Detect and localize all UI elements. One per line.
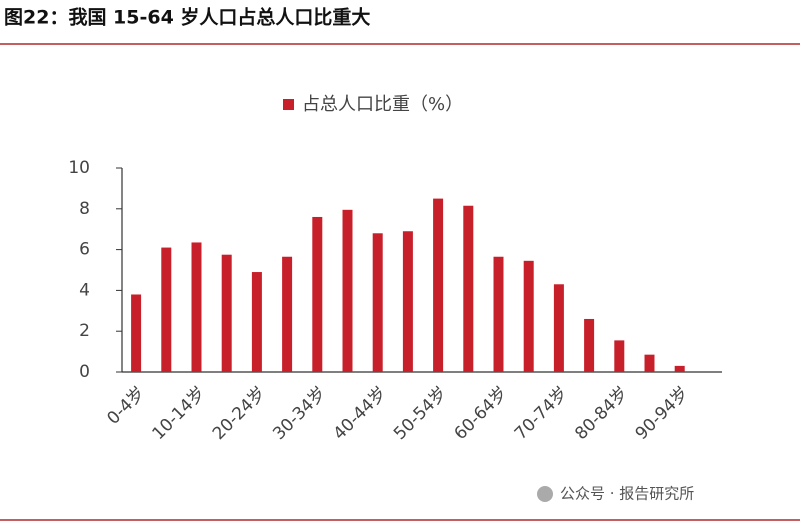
watermark-icon (537, 486, 553, 502)
bar (433, 198, 444, 372)
y-tick-label: 2 (79, 321, 90, 341)
bar (372, 233, 383, 372)
x-tick-label: 0-4岁 (103, 383, 149, 429)
y-tick-label: 6 (79, 240, 90, 260)
bar (584, 318, 595, 372)
bar (282, 256, 293, 372)
bar (523, 260, 534, 372)
bar (342, 209, 353, 372)
bar (674, 365, 685, 372)
y-tick-label: 0 (79, 362, 90, 382)
bar (312, 216, 323, 372)
bar (191, 242, 202, 372)
x-tick-label: 60-64岁 (450, 383, 511, 444)
x-tick-label: 30-34岁 (269, 383, 330, 444)
watermark: 公众号 · 报告研究所 (560, 485, 694, 503)
bar (493, 256, 504, 372)
x-tick-label: 90-94岁 (632, 383, 693, 444)
x-tick-label: 10-14岁 (148, 383, 209, 444)
x-tick-label: 50-54岁 (390, 383, 451, 444)
bar (402, 231, 413, 372)
bar (221, 254, 232, 372)
legend-swatch (283, 99, 294, 110)
bar (614, 340, 625, 372)
bar (553, 284, 564, 372)
y-tick-label: 8 (79, 199, 90, 219)
bar (463, 205, 474, 372)
y-tick-label: 10 (68, 158, 90, 178)
x-tick-label: 20-24岁 (209, 383, 270, 444)
y-tick-label: 4 (79, 280, 90, 300)
x-tick-label: 70-74岁 (511, 383, 572, 444)
bar (644, 354, 655, 372)
x-tick-label: 40-44岁 (330, 383, 391, 444)
bar (131, 294, 142, 372)
bar (251, 272, 262, 372)
bar (161, 247, 172, 372)
chart-title: 图22：我国 15-64 岁人口占总人口比重大 (4, 6, 370, 29)
legend-label: 占总人口比重（%） (302, 94, 463, 115)
x-tick-label: 80-84岁 (571, 383, 632, 444)
